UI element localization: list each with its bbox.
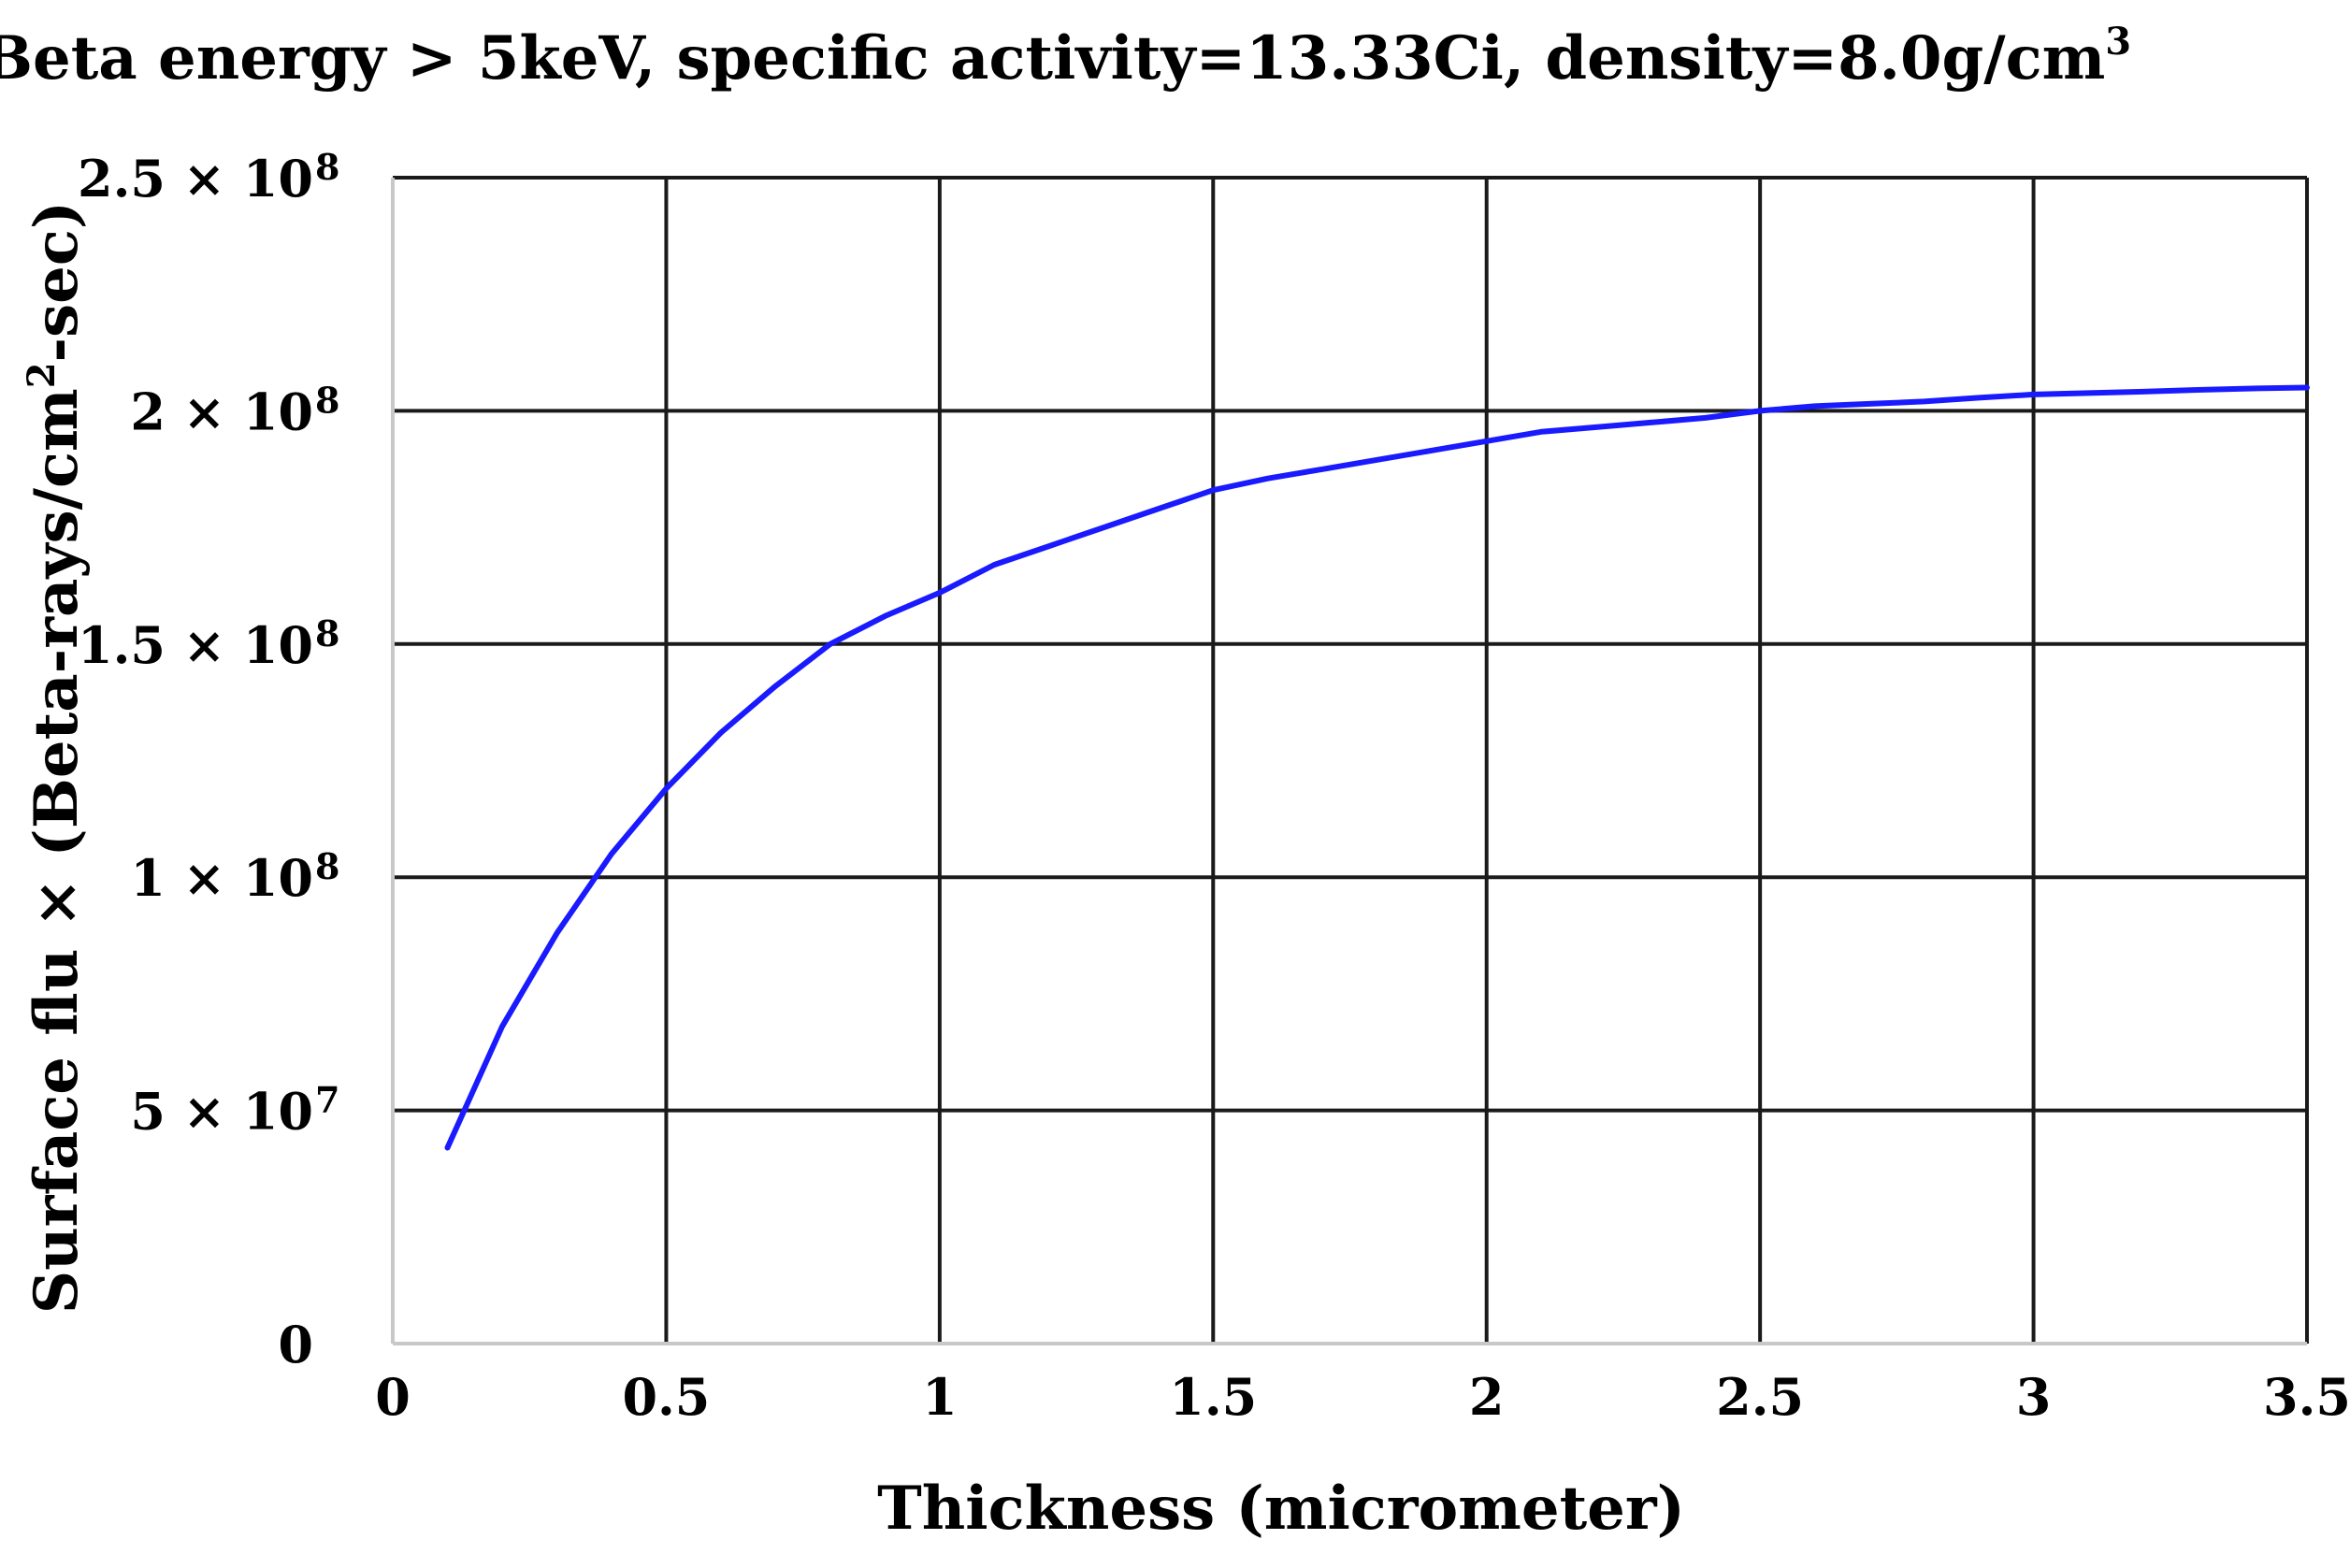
x-tick-label: 3: [2016, 1367, 2052, 1427]
x-tick-label: 2.5: [1716, 1367, 1804, 1427]
series-layer: [444, 384, 2310, 1151]
y-tick-label: 5 × 10: [130, 1082, 313, 1142]
y-tick-label: 0: [278, 1315, 313, 1374]
y-tick-label: 1 × 10: [130, 848, 313, 908]
y-axis-ticks: 05 × 10 71 × 10 81.5 × 10 82 × 10 82.5 × 10 8: [78, 146, 339, 1374]
x-tick-label: 0.5: [622, 1367, 710, 1427]
x-tick-label: 1.5: [1169, 1367, 1257, 1427]
y-tick-label: 2.5 × 10: [78, 149, 313, 209]
x-axis-label: Thickness (micrometer): [877, 1474, 1685, 1544]
y-tick-exponent: 7: [315, 1079, 339, 1121]
x-tick-label: 1: [922, 1367, 958, 1427]
y-axis-label: Surface flu × (Beta-rays/cm2-sec): [20, 201, 92, 1314]
y-tick-exponent: 8: [315, 845, 339, 887]
x-axis-ticks: 0 0.5 1 1.5 2 2.5 3 3.5: [375, 1367, 2350, 1427]
x-tick-label: 3.5: [2263, 1367, 2350, 1427]
y-tick-exponent: 8: [315, 612, 339, 655]
y-tick-exponent: 8: [315, 146, 339, 188]
x-tick-label: 0: [375, 1367, 411, 1427]
y-tick-exponent: 8: [315, 379, 339, 421]
y-tick-label: 2 × 10: [130, 381, 313, 441]
grid-lines: [393, 176, 2309, 1344]
chart-title: Beta energy > 5keV, specific activity=13…: [0, 20, 2131, 94]
x-tick-label: 2: [1469, 1367, 1505, 1427]
series-line: [444, 384, 2310, 1151]
plot-frame: [391, 178, 2307, 1345]
y-tick-label: 1.5 × 10: [78, 615, 313, 675]
